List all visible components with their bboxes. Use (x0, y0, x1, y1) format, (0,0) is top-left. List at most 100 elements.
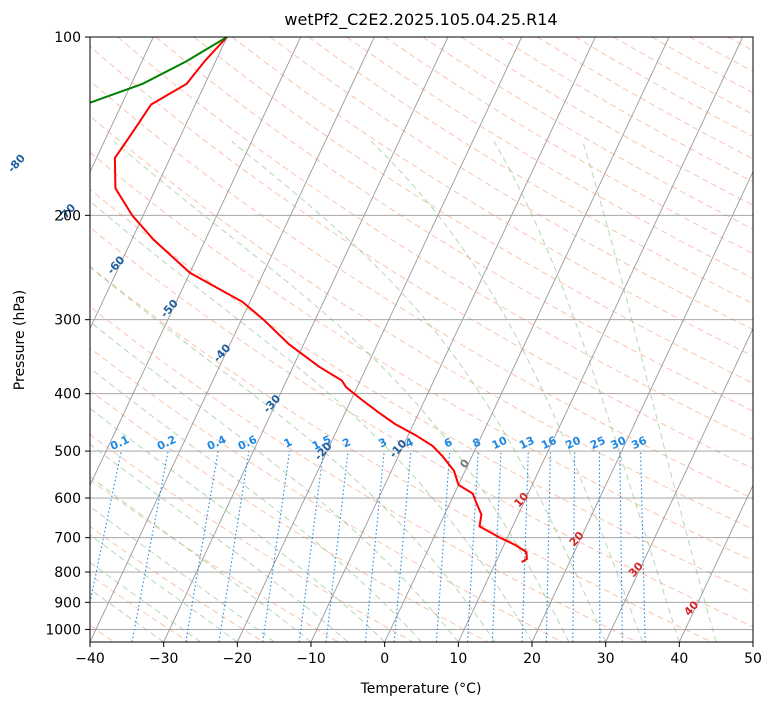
x-tick-label: 10 (449, 651, 467, 667)
temperature-profile (113, 37, 528, 564)
background-lines (0, 37, 775, 642)
y-axis-label: Pressure (hPa) (12, 290, 28, 390)
y-tick-label: 300 (54, 313, 81, 329)
mixing-ratio-line (262, 451, 291, 642)
chart-title: wetPf2_C2E2.2025.105.04.25.R14 (284, 10, 557, 30)
mixing-ratio-label: 10 (490, 434, 510, 452)
y-tick-label: 1000 (45, 622, 81, 638)
moist-adiabat (370, 140, 643, 642)
x-tick-label: −30 (149, 651, 179, 667)
y-tick-label: 100 (54, 30, 81, 46)
dry-adiabat (346, 37, 753, 279)
isotherm-label: -50 (158, 297, 181, 321)
dry-adiabat (727, 37, 753, 52)
dry-adiabat (155, 37, 753, 412)
moist-adiabat (231, 140, 607, 642)
dewpoint-profile (90, 37, 228, 104)
dry-adiabat (766, 37, 775, 642)
moist-adiabat (90, 505, 275, 642)
mixing-ratio-label: 36 (629, 434, 649, 452)
y-tick-label: 500 (54, 444, 81, 460)
isotherm (90, 37, 375, 642)
line-labels: 0.10.20.40.611.52346810131620253036-100-… (5, 152, 702, 619)
mixing-ratio-label: 25 (588, 434, 607, 452)
mixing-ratio-line (185, 451, 219, 642)
dry-adiabat (90, 188, 753, 594)
isotherm (384, 37, 670, 642)
dry-adiabat (90, 525, 264, 642)
dry-adiabat (90, 389, 488, 642)
mixing-ratio-line (598, 451, 601, 642)
dry-adiabat (90, 574, 190, 642)
x-tick-label: 30 (597, 651, 615, 667)
isotherm (310, 37, 596, 642)
mixing-ratio-label: 2 (340, 435, 352, 450)
moist-adiabat (90, 200, 533, 642)
isotherm (90, 37, 228, 330)
mixing-ratio-label: 0.6 (236, 433, 259, 453)
plot-frame (89, 36, 754, 643)
dry-adiabat (117, 37, 753, 441)
x-tick-label: 40 (670, 651, 688, 667)
moist-adiabat (90, 534, 238, 642)
dry-adiabat (270, 37, 753, 331)
moist-adiabat (113, 140, 570, 642)
isotherm (457, 37, 744, 642)
moist-adiabat (90, 588, 164, 642)
x-tick-label: 50 (744, 651, 762, 667)
mixing-ratio-label: 16 (539, 434, 559, 452)
mixing-ratio-label: 6 (442, 435, 455, 450)
y-axis: 100 200 300 400 500 600 700 800 900 1000 (45, 30, 90, 638)
dry-adiabat (384, 37, 753, 255)
dry-adiabat (689, 37, 753, 72)
dry-adiabat (90, 226, 753, 628)
mixing-ratio-line (90, 450, 122, 606)
mixing-ratio-line (364, 451, 385, 642)
mixing-ratio-line (491, 451, 502, 642)
dry-adiabat (90, 265, 712, 642)
y-tick-label: 900 (54, 595, 81, 611)
mixing-ratio-label: 0.1 (108, 433, 131, 453)
moist-adiabat (493, 141, 680, 642)
x-tick-label: −40 (75, 651, 105, 667)
y-tick-label: 700 (54, 531, 81, 547)
isotherm (90, 37, 154, 173)
x-tick-label: 20 (523, 651, 541, 667)
dry-adiabat (536, 37, 753, 160)
isotherm-label: -60 (105, 253, 128, 277)
dry-adiabat (90, 80, 753, 500)
isotherm (678, 484, 753, 642)
mixing-ratio-label: 20 (564, 434, 584, 452)
mixing-ratio-label: 1 (282, 435, 294, 450)
dry-adiabat (90, 347, 563, 642)
mixing-ratio-line (435, 451, 451, 642)
isotherm-label: 0 (457, 456, 472, 471)
dry-adiabat (90, 151, 753, 562)
mixing-ratio-line (466, 451, 479, 642)
isotherm-label: -80 (5, 152, 28, 176)
isotherm (163, 37, 449, 642)
dry-adiabat (90, 115, 753, 530)
isotherm-label: -30 (260, 392, 283, 416)
mixing-ratio-label: 0.2 (155, 433, 178, 453)
dry-adiabat (90, 305, 638, 642)
mixing-ratio-label: 13 (517, 434, 536, 452)
x-axis-label: Temperature (°C) (360, 681, 482, 697)
mixing-ratio-line (131, 451, 169, 642)
mixing-ratio-line (325, 451, 349, 642)
x-tick-label: −10 (296, 651, 326, 667)
x-axis: −40 −30 −20 −10 0 10 20 30 40 50 (75, 642, 762, 667)
mixing-ratio-line (298, 451, 324, 642)
isotherm (0, 37, 6, 642)
y-tick-label: 400 (54, 387, 81, 403)
mixing-ratio-label: 30 (609, 434, 629, 452)
isotherm (531, 170, 753, 642)
mixing-ratio-line (521, 451, 529, 642)
x-tick-label: −20 (223, 651, 253, 667)
dry-adiabat (90, 479, 339, 642)
mixing-ratio-line (640, 451, 646, 642)
moist-adiabat (90, 475, 312, 642)
dry-adiabat (460, 37, 753, 206)
dry-adiabat (308, 37, 753, 305)
